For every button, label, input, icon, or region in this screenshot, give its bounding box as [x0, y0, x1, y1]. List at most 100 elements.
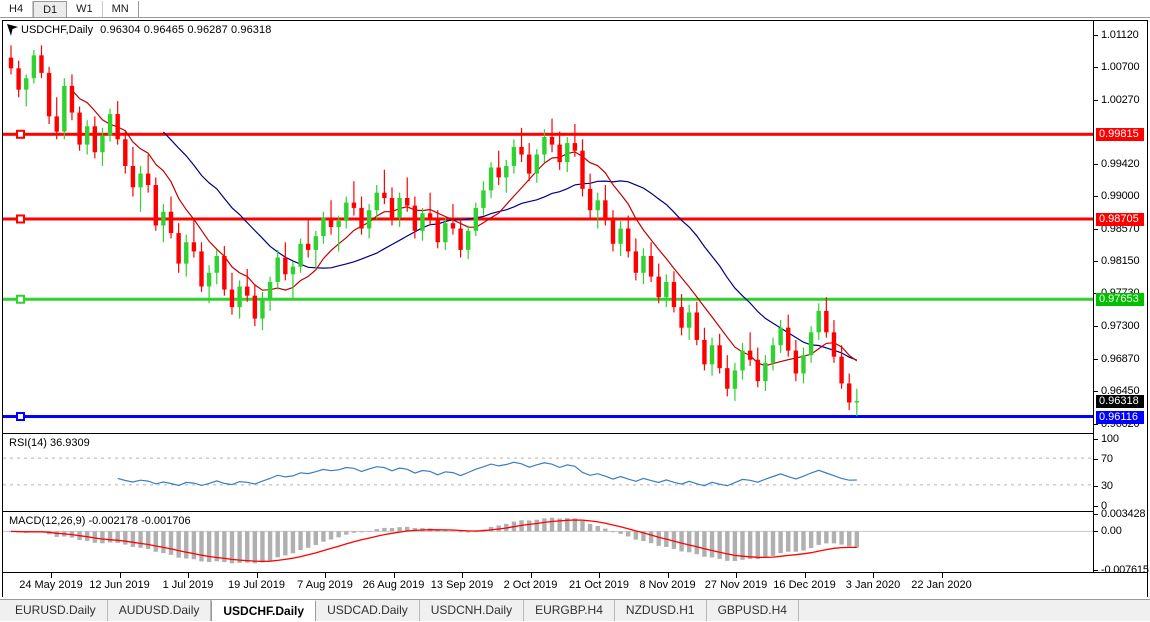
macd-histogram-bar — [115, 531, 120, 543]
date-tick — [462, 573, 463, 578]
level-anchor-handle[interactable] — [16, 214, 25, 224]
price-badge-red[interactable]: 0.98705 — [1096, 212, 1144, 226]
candle-body — [427, 213, 433, 220]
macd-histogram-bar — [755, 531, 760, 560]
macd-histogram-bar — [374, 529, 379, 532]
candle-body — [412, 205, 418, 231]
level-line[interactable] — [3, 132, 1093, 136]
macd-pane[interactable]: MACD(12,26,9) -0.002178 -0.001706 — [3, 511, 1093, 572]
macd-histogram-bar — [793, 531, 799, 552]
macd-histogram-bar — [847, 531, 852, 547]
chart-tab-nzdusd-h1[interactable]: NZDUSD.H1 — [614, 600, 707, 621]
candle-body — [138, 173, 143, 188]
candle-body — [443, 223, 448, 243]
macd-histogram-bar — [671, 531, 677, 549]
timeframe-mn[interactable]: MN — [103, 1, 139, 17]
candle-body — [801, 355, 806, 374]
level-line[interactable] — [3, 217, 1093, 221]
timeframe-h4[interactable]: H4 — [0, 1, 34, 17]
macd-histogram-bar — [854, 531, 860, 548]
timeframe-w1[interactable]: W1 — [67, 1, 103, 17]
macd-histogram-bar — [618, 531, 623, 534]
price-badge-red[interactable]: 0.99815 — [1096, 128, 1144, 142]
candle-body — [123, 139, 128, 166]
rsi-pane[interactable]: RSI(14) 36.9309 — [3, 433, 1093, 511]
macd-histogram-bar — [123, 531, 128, 545]
candle-body — [389, 198, 395, 218]
date-tick — [667, 573, 669, 578]
timeframe-toolbar: H4 D1 W1 MN — [0, 0, 1150, 18]
level-line[interactable] — [3, 297, 1093, 301]
date-tick — [804, 573, 806, 578]
macd-histogram-bar — [603, 528, 608, 532]
candle-body — [702, 339, 707, 365]
macd-histogram-bar — [405, 526, 410, 532]
macd-histogram-bar — [831, 531, 837, 544]
candle-body — [786, 327, 791, 351]
macd-histogram-bar — [351, 531, 357, 533]
candle-body — [153, 185, 158, 226]
date-tick — [941, 573, 943, 578]
macd-histogram-bar — [641, 531, 646, 542]
level-line[interactable] — [3, 415, 1093, 419]
candle-body — [328, 217, 334, 227]
price-tick — [1094, 261, 1098, 263]
candle-body — [717, 345, 722, 369]
chart-tab-usdcad-daily[interactable]: USDCAD.Daily — [316, 600, 420, 621]
rsi-plot — [3, 457, 1093, 487]
chart-tab-eurgbp-h4[interactable]: EURGBP.H4 — [524, 600, 615, 621]
macd-histogram-bar — [290, 531, 296, 554]
candle-body — [222, 255, 227, 290]
candle-body — [298, 243, 303, 267]
candle-body — [770, 345, 776, 363]
macd-histogram-bar — [526, 520, 532, 532]
price-scale[interactable]: 1.01120 1.00700 1.00270 0.99420 0.99000 0.985… — [1093, 21, 1149, 576]
date-tick — [325, 573, 326, 578]
candle-body — [610, 219, 616, 244]
rsi-scale-label: 70 — [1101, 453, 1113, 466]
price-pane[interactable]: USDCHF,Daily 0.96304 0.96465 0.96287 0.96… — [3, 21, 1093, 433]
candle-body — [77, 112, 82, 145]
candle-body — [839, 356, 844, 384]
candle-body — [31, 55, 37, 79]
macd-tick — [1094, 570, 1098, 571]
candle-body — [603, 200, 608, 220]
macd-histogram-bar — [686, 531, 692, 553]
candle-body — [107, 114, 113, 136]
macd-histogram-bar — [466, 531, 471, 533]
macd-histogram-bar — [450, 530, 456, 532]
candle-body — [290, 266, 296, 275]
candle-body — [542, 136, 547, 155]
candle-body — [100, 135, 105, 153]
price-badge-green[interactable]: 0.97653 — [1096, 293, 1144, 307]
macd-histogram-bar — [557, 518, 562, 532]
candle-body — [420, 213, 425, 231]
macd-histogram-bar — [214, 531, 219, 562]
price-tick-label: 0.96870 — [1101, 352, 1140, 365]
level-anchor-handle[interactable] — [16, 412, 25, 422]
chart-tab-strip: EURUSD.Daily AUDUSD.Daily USDCHF.Daily USDC… — [4, 600, 799, 621]
timeframe-d1[interactable]: D1 — [33, 1, 68, 17]
price-badge-black[interactable]: 0.96318 — [1096, 395, 1144, 409]
macd-histogram-bar — [747, 531, 753, 559]
candle-body — [405, 198, 410, 206]
candle-body — [321, 217, 326, 237]
level-anchor-handle[interactable] — [16, 294, 25, 304]
macd-histogram-bar — [206, 531, 212, 563]
chart-tab-eurusd-daily[interactable]: EURUSD.Daily — [4, 600, 108, 621]
chart-tab-usdcnh-daily[interactable]: USDCNH.Daily — [419, 600, 525, 621]
level-anchor-handle[interactable] — [16, 129, 25, 139]
price-badge-blue[interactable]: 0.96116 — [1096, 410, 1144, 424]
date-axis-label: 22 Jan 2020 — [911, 579, 972, 591]
date-tick — [873, 573, 874, 578]
candle-body — [686, 312, 692, 328]
candle-body — [24, 78, 29, 90]
chart-tab-usdchf-daily[interactable]: USDCHF.Daily — [211, 600, 317, 621]
macd-histogram-bar — [648, 531, 654, 544]
macd-histogram-bar — [473, 531, 479, 533]
chart-tab-audusd-daily[interactable]: AUDUSD.Daily — [107, 600, 212, 621]
candle-body — [755, 359, 760, 382]
ohlc-values: 0.96304 0.96465 0.96287 0.96318 — [100, 24, 272, 36]
chart-tab-gbpusd-h4[interactable]: GBPUSD.H4 — [706, 600, 799, 621]
